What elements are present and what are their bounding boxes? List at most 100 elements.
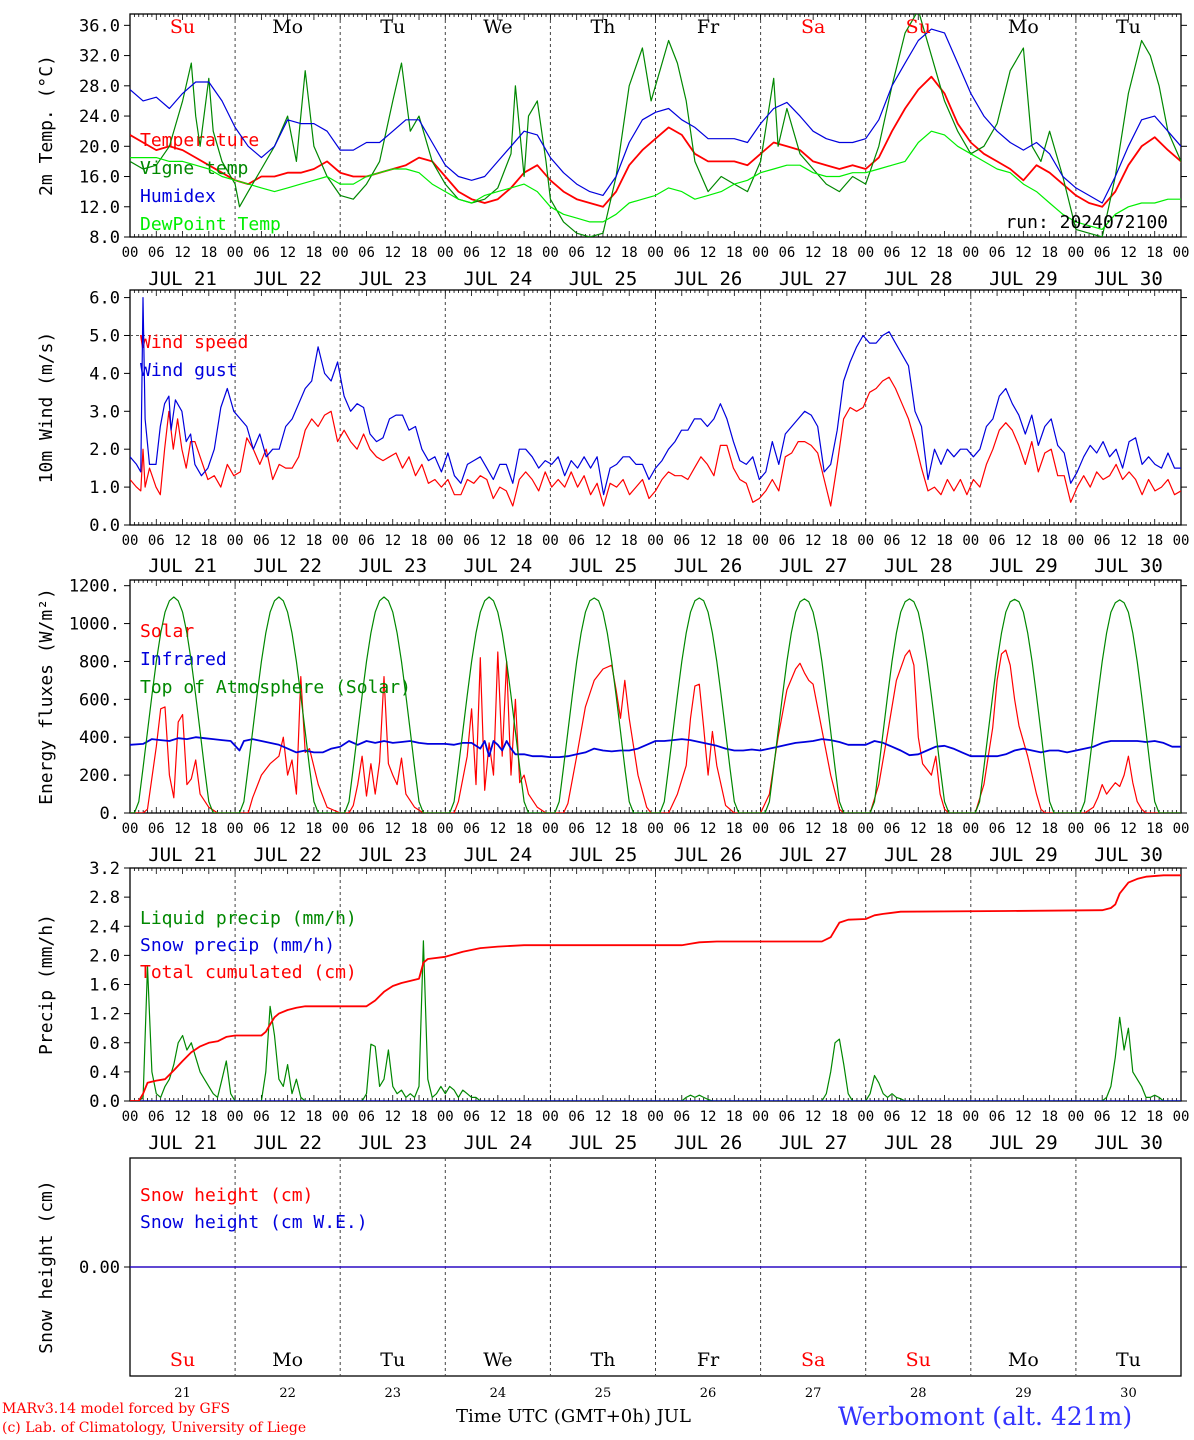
- temp-y-tick-label: 32.0: [79, 47, 120, 67]
- temp-x-hour-label: 06: [148, 245, 165, 261]
- energy-x-hour-label: 06: [253, 821, 270, 837]
- weekday-label-top: Tu: [1116, 16, 1141, 38]
- temp-x-hour-label: 00: [857, 245, 874, 261]
- wind-y-tick-label: 1.0: [89, 478, 120, 498]
- temp-x-hour-label: 12: [489, 245, 506, 261]
- temp-x-hour-label: 00: [752, 245, 769, 261]
- temp-x-hour-label: 18: [726, 245, 743, 261]
- temp-x-hour-label: 00: [647, 245, 664, 261]
- wind-x-hour-label: 00: [332, 533, 349, 549]
- precip-x-hour-label: 18: [516, 1109, 533, 1125]
- energy-x-hour-label: 00: [962, 821, 979, 837]
- precip-x-hour-label: 06: [568, 1109, 585, 1125]
- wind-x-day-label: JUL 22: [253, 555, 322, 577]
- wind-x-hour-label: 18: [516, 533, 533, 549]
- temp-y-tick-label: 12.0: [79, 198, 120, 218]
- precip-x-hour-label: 00: [542, 1109, 559, 1125]
- wind-x-hour-label: 18: [726, 533, 743, 549]
- wind-y-tick-label: 4.0: [89, 364, 120, 384]
- day-number-label: 27: [805, 1386, 822, 1401]
- energy-x-hour-label: 18: [936, 821, 953, 837]
- station-name: Werbomont (alt. 421m): [838, 1402, 1133, 1431]
- precip-x-hour-label: 00: [332, 1109, 349, 1125]
- wind-x-hour-label: 12: [489, 533, 506, 549]
- precip-x-hour-label: 12: [700, 1109, 717, 1125]
- temp-x-day-label: JUL 21: [148, 268, 217, 290]
- wind-x-hour-label: 18: [1041, 533, 1058, 549]
- temp-x-hour-label: 12: [700, 245, 717, 261]
- precip-x-hour-label: 18: [726, 1109, 743, 1125]
- wind-y-tick-label: 6.0: [89, 289, 120, 309]
- temp-x-hour-label: 12: [595, 245, 612, 261]
- wind-y-tick-label: 0.0: [89, 516, 120, 536]
- precip-x-hour-label: 06: [253, 1109, 270, 1125]
- energy-x-hour-label: 06: [778, 821, 795, 837]
- wind-x-day-label: JUL 24: [464, 555, 533, 577]
- wind-x-hour-label: 06: [148, 533, 165, 549]
- temp-x-hour-label: 00: [542, 245, 559, 261]
- energy-x-hour-label: 00: [227, 821, 244, 837]
- temp-x-hour-label-end: 00: [1173, 245, 1190, 261]
- precip-x-hour-label: 06: [358, 1109, 375, 1125]
- energy-x-hour-label: 12: [1120, 821, 1137, 837]
- energy-x-hour-label: 12: [805, 821, 822, 837]
- temp-x-hour-label: 06: [989, 245, 1006, 261]
- energy-y-tick-label: 800.: [79, 652, 120, 672]
- precip-y-tick-label: 0.4: [89, 1063, 120, 1083]
- wind-x-hour-label: 06: [989, 533, 1006, 549]
- energy-x-hour-label: 00: [1067, 821, 1084, 837]
- precip-x-hour-label: 00: [857, 1109, 874, 1125]
- wind-x-hour-label: 12: [805, 533, 822, 549]
- temp-x-day-label: JUL 22: [253, 268, 322, 290]
- temp-y-tick-label: 28.0: [79, 77, 120, 97]
- temp-x-hour-label: 18: [200, 245, 217, 261]
- energy-x-day-label: JUL 21: [148, 844, 217, 866]
- energy-y-tick-label: 0.: [100, 804, 120, 824]
- wind-x-hour-label: 06: [253, 533, 270, 549]
- precip-x-hour-label: 06: [884, 1109, 901, 1125]
- wind-x-hour-label: 00: [962, 533, 979, 549]
- energy-x-hour-label: 12: [489, 821, 506, 837]
- weekday-label-top: We: [483, 16, 512, 38]
- wind-x-hour-label: 12: [384, 533, 401, 549]
- lab-credit: (c) Lab. of Climatology, University of L…: [2, 1420, 307, 1436]
- temp-legend-entry: Vigne temp: [140, 158, 248, 179]
- temp-y-tick-label: 36.0: [79, 16, 120, 36]
- temp-x-hour-label: 00: [437, 245, 454, 261]
- energy-x-hour-label: 18: [305, 821, 322, 837]
- wind-legend-entry: Wind speed: [140, 332, 248, 353]
- temp-x-day-label: JUL 29: [989, 268, 1058, 290]
- temp-x-day-label: JUL 27: [779, 268, 848, 290]
- energy-x-hour-label: 12: [384, 821, 401, 837]
- wind-y-tick-label: 5.0: [89, 326, 120, 346]
- energy-series-2: [130, 596, 1181, 813]
- wind-x-hour-label: 18: [936, 533, 953, 549]
- energy-x-hour-label: 00: [122, 821, 139, 837]
- wind-x-day-label: JUL 29: [989, 555, 1058, 577]
- wind-x-hour-label: 00: [542, 533, 559, 549]
- wind-x-hour-label: 12: [174, 533, 191, 549]
- energy-x-hour-label: 18: [516, 821, 533, 837]
- wind-y-tick-label: 3.0: [89, 402, 120, 422]
- temp-x-hour-label: 00: [227, 245, 244, 261]
- temp-x-hour-label: 06: [884, 245, 901, 261]
- wind-x-day-label: JUL 27: [779, 555, 848, 577]
- precip-x-hour-label: 12: [1015, 1109, 1032, 1125]
- precip-x-hour-label: 00: [962, 1109, 979, 1125]
- day-number-label: 22: [279, 1386, 296, 1401]
- precip-x-hour-label: 18: [936, 1109, 953, 1125]
- temp-y-axis-title: 2m Temp. (°C): [36, 55, 57, 196]
- temp-x-hour-label: 06: [253, 245, 270, 261]
- energy-x-hour-label: 06: [568, 821, 585, 837]
- precip-x-hour-label: 12: [174, 1109, 191, 1125]
- precip-x-hour-label: 18: [831, 1109, 848, 1125]
- precip-x-day-label: JUL 30: [1094, 1132, 1163, 1154]
- energy-x-hour-label: 12: [279, 821, 296, 837]
- wind-x-hour-label: 12: [1120, 533, 1137, 549]
- wind-x-hour-label: 00: [752, 533, 769, 549]
- precip-y-tick-label: 0.8: [89, 1034, 120, 1054]
- energy-x-hour-label: 18: [726, 821, 743, 837]
- temp-x-hour-label: 00: [962, 245, 979, 261]
- wind-x-hour-label: 12: [700, 533, 717, 549]
